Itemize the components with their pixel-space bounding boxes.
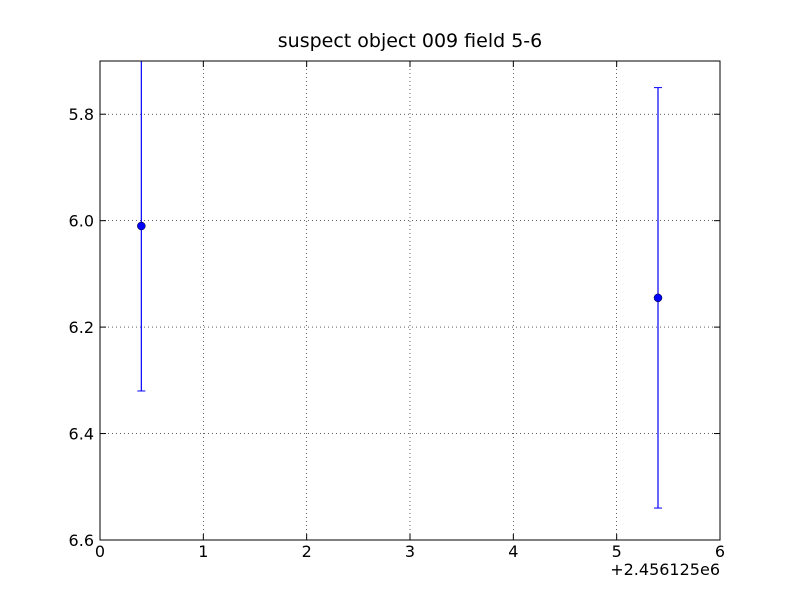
chart-title: suspect object 009 field 5-6 — [278, 30, 543, 52]
y-tick-label: 6.0 — [69, 212, 94, 231]
data-point — [137, 221, 146, 231]
x-tick-label: 6 — [715, 542, 725, 561]
x-tick-label: 2 — [302, 542, 312, 561]
x-tick-label: 5 — [612, 542, 622, 561]
x-offset-label: +2.456125e6 — [610, 560, 720, 579]
y-tick-label: 6.4 — [69, 425, 94, 444]
x-tick-label: 1 — [198, 542, 208, 561]
x-tick-label: 0 — [95, 542, 105, 561]
data-point — [653, 293, 663, 303]
y-tick-label: 6.2 — [69, 318, 94, 337]
y-tick-label: 6.6 — [69, 531, 94, 550]
y-tick-label: 5.8 — [69, 105, 94, 124]
x-tick-label: 4 — [508, 542, 518, 561]
x-tick-label: 3 — [405, 542, 415, 561]
plot-marks — [137, 61, 663, 509]
